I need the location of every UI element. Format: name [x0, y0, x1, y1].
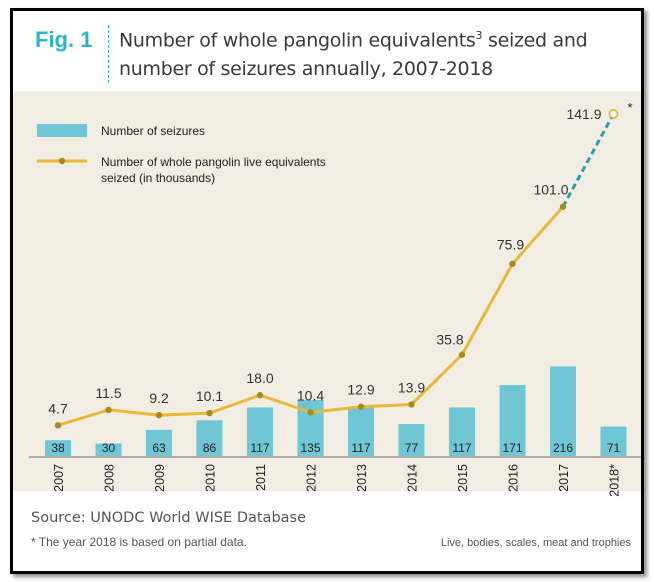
line-value-label: 11.5	[95, 385, 121, 401]
bar-value-label: 216	[553, 441, 573, 455]
title-line-2: number of seizures annually, 2007-2018	[119, 58, 493, 81]
chart-area	[13, 91, 641, 491]
line-value-label: 12.9	[347, 382, 374, 398]
footnote-text: * The year 2018 is based on partial data…	[31, 535, 247, 549]
bar-value-label: 117	[351, 441, 370, 455]
line-point	[408, 401, 415, 408]
bar-value-label: 30	[102, 441, 116, 455]
bar-seizures	[247, 407, 273, 456]
line-point	[509, 260, 516, 267]
bar-value-label: 63	[152, 441, 166, 455]
title-footnote-ref: 3	[475, 29, 483, 42]
bar-seizures	[45, 440, 71, 456]
legend-line-marker	[58, 157, 66, 165]
x-tick-label: 2010	[204, 464, 218, 492]
x-tick-label: 2018*	[608, 464, 622, 497]
bar-value-label: 38	[51, 441, 65, 455]
title-separator	[108, 25, 109, 83]
x-tick-label: 2011	[254, 464, 268, 491]
bar-seizures	[449, 407, 475, 456]
x-tick-label: 2008	[103, 464, 117, 492]
line-point	[307, 409, 314, 416]
bar-seizures	[196, 420, 223, 456]
line-point	[559, 203, 567, 210]
note-text: Live, bodies, scales, meat and trophies	[440, 537, 631, 549]
x-tick-label: 2014	[406, 464, 420, 492]
x-tick-label: 2015	[456, 464, 470, 492]
bar-seizures	[600, 426, 627, 456]
figure-label: Fig. 1	[35, 27, 93, 52]
line-point	[256, 391, 264, 399]
line-value-label: 101.0	[533, 182, 568, 198]
source-text: Source: UNODC World WISE Database	[31, 510, 307, 526]
line-point	[54, 422, 62, 429]
line-point	[105, 406, 112, 414]
legend-bar-swatch	[37, 124, 87, 137]
legend-line-label: Number of whole pangolin live equivalent…	[101, 155, 326, 185]
line-point	[458, 351, 466, 358]
partial-data-asterisk: *	[628, 100, 633, 115]
title-line-1: Number of whole pangolin equivalents	[119, 29, 476, 52]
legend-bar-label: Number of seizures	[101, 124, 205, 138]
line-value-label: 4.7	[48, 400, 68, 416]
line-point	[206, 409, 213, 417]
bar-value-label: 71	[607, 441, 621, 455]
line-point	[357, 403, 365, 410]
line-value-label: 18.0	[246, 370, 273, 386]
bar-value-label: 77	[405, 441, 419, 455]
bar-seizures	[550, 366, 576, 456]
line-value-label: 10.1	[196, 388, 223, 404]
x-tick-label: 2016	[507, 464, 521, 492]
line-value-label: 13.9	[398, 379, 425, 395]
x-tick-label: 2013	[355, 464, 369, 492]
line-point-open	[608, 108, 619, 119]
title-line-1-end: seized and	[482, 29, 588, 52]
bar-value-label: 117	[250, 441, 269, 455]
figure-title: Number of whole pangolin equivalents3 se…	[119, 21, 619, 84]
figure-frame: Fig. 1 Number of whole pangolin equivale…	[10, 8, 644, 574]
x-tick-label: 2012	[305, 464, 319, 492]
bar-seizures	[398, 424, 425, 456]
line-projected-segment	[561, 113, 615, 208]
bar-value-label: 135	[300, 441, 320, 455]
x-tick-label: 2017	[557, 464, 571, 492]
line-value-label: 9.2	[149, 390, 169, 406]
line-value-label: 10.4	[297, 387, 324, 403]
chart: 38 2007 30 2008 63 2009 86 2010 117 2011 135 2012 11…	[29, 100, 641, 497]
bar-seizures	[146, 429, 172, 456]
line-value-label: 141.9	[566, 106, 601, 122]
bar-seizures	[348, 407, 374, 456]
bar-seizures	[499, 385, 526, 456]
line-value-label: 35.8	[436, 332, 463, 348]
bar-value-label: 86	[203, 441, 217, 455]
line-point	[155, 411, 163, 419]
bar-seizures	[95, 443, 122, 456]
line-value-label: 75.9	[497, 237, 524, 253]
x-tick-label: 2009	[153, 464, 167, 492]
x-tick-label: 2007	[52, 464, 66, 492]
bar-value-label: 171	[502, 441, 522, 455]
bar-value-label: 117	[452, 441, 471, 455]
